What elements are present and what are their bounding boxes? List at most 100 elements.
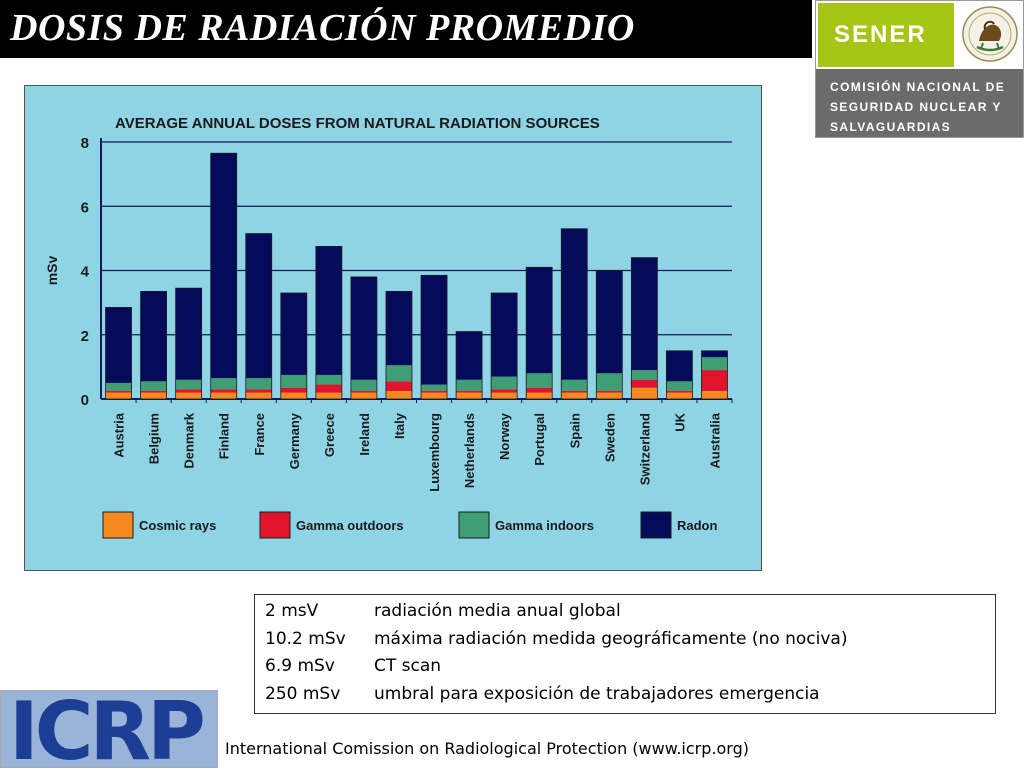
bar-segment (210, 153, 237, 379)
bar-segment (385, 381, 412, 391)
x-tick-label: Italy (392, 412, 407, 439)
y-tick-label: 2 (81, 328, 89, 345)
sener-brand: SENER (834, 21, 927, 48)
x-tick-label: Austria (112, 412, 127, 458)
org-line-1: COMISIÓN NACIONAL DE (830, 80, 1006, 94)
x-tick-label: Australia (707, 412, 722, 468)
info-box: 2 msV radiación media anual global 10.2 … (254, 594, 996, 714)
info-value: 10.2 mSv (265, 629, 346, 649)
bar-segment (596, 392, 623, 399)
bar-segment (456, 331, 483, 380)
x-tick-label: Spain (567, 413, 582, 448)
bar-segment (280, 374, 307, 388)
info-row: 2 msV radiación media anual global (265, 601, 621, 621)
y-axis-label: mSv (44, 256, 60, 286)
bar-outline (525, 266, 553, 400)
bar-segment (456, 390, 483, 393)
bar-segment (385, 291, 412, 366)
info-text: CT scan (374, 656, 442, 676)
bar-segment (491, 376, 518, 390)
bar-outline (315, 246, 343, 400)
legend-swatch (102, 511, 134, 539)
sener-org-name: COMISIÓN NACIONAL DE SEGURIDAD NUCLEAR Y… (830, 77, 1005, 137)
bar-segment (175, 379, 202, 390)
x-tick-label: Denmark (182, 412, 197, 468)
info-text: radiación media anual global (374, 601, 621, 621)
bar-segment (596, 390, 623, 393)
bar-segment (210, 378, 237, 390)
bar-outline (560, 228, 588, 400)
bar-segment (105, 390, 132, 393)
bar-segment (280, 387, 307, 393)
bar-segment (350, 392, 377, 399)
bar-segment (526, 387, 553, 393)
bar-segment (666, 392, 693, 399)
bar-segment (245, 378, 272, 390)
stacked-bar-chart: AVERAGE ANNUAL DOSES FROM NATURAL RADIAT… (44, 115, 733, 539)
bar-outline (490, 292, 518, 400)
icrp-wordmark: ICRP (9, 685, 206, 778)
chart-title: AVERAGE ANNUAL DOSES FROM NATURAL RADIAT… (115, 115, 600, 132)
x-tick-label: France (252, 413, 267, 456)
bar-segment (491, 392, 518, 399)
x-tick-label: Sweden (602, 413, 617, 462)
bar-segment (315, 384, 342, 393)
bar-segment (315, 392, 342, 399)
org-line-3: SALVAGUARDIAS (830, 120, 952, 134)
bar-segment (631, 370, 658, 380)
bar-segment (315, 374, 342, 385)
bar-outline (280, 292, 308, 400)
title-bar: DOSIS DE RADIACIÓN PROMEDIO (0, 0, 812, 58)
bar-segment (631, 387, 658, 399)
bar-segment (561, 228, 588, 380)
x-tick-label: Switzerland (637, 413, 652, 485)
info-value: 2 msV (265, 601, 319, 621)
bar-segment (140, 381, 167, 391)
bar-segment (666, 390, 693, 393)
bar-segment (456, 379, 483, 391)
x-tick-label: Germany (287, 412, 302, 469)
bar-outline (245, 233, 273, 400)
bar-segment (631, 379, 658, 388)
bar-segment (280, 292, 307, 375)
bar-segment (421, 384, 448, 391)
bar-segment (140, 291, 167, 382)
org-line-2: SEGURIDAD NUCLEAR Y (830, 100, 1002, 114)
info-value: 6.9 mSv (265, 656, 335, 676)
bar-segment (210, 392, 237, 399)
bar-segment (666, 381, 693, 391)
slide-title: DOSIS DE RADIACIÓN PROMEDIO (10, 7, 635, 49)
legend-swatch (259, 511, 291, 539)
bar-segment (105, 392, 132, 399)
x-tick-label: Luxembourg (427, 413, 442, 492)
bar-outline (175, 287, 203, 400)
bar-segment (175, 392, 202, 399)
bar-segment (701, 370, 728, 391)
x-tick-label: Finland (217, 413, 232, 459)
info-row: 250 mSv umbral para exposición de trabaj… (265, 684, 820, 704)
bar-segment (561, 392, 588, 399)
bar-outline (595, 270, 623, 400)
legend-label: Gamma outdoors (296, 518, 404, 533)
bar-segment (526, 373, 553, 388)
x-tick-label: UK (672, 412, 687, 431)
bar-outline (630, 257, 658, 400)
bar-segment (175, 288, 202, 380)
info-text: umbral para exposición de trabajadores e… (374, 684, 820, 704)
bar-outline (420, 274, 448, 400)
sener-logo: SENER COMISIÓN NACIONAL DE SEGURIDAD NUC… (815, 0, 1024, 138)
bar-segment (385, 365, 412, 382)
bar-segment (210, 389, 237, 393)
bar-segment (701, 350, 728, 358)
x-tick-label: Greece (322, 413, 337, 457)
bar-segment (526, 392, 553, 399)
bar-outline (350, 276, 378, 400)
bar-segment (421, 390, 448, 393)
mexico-seal-icon (962, 6, 1018, 62)
bar-segment (105, 382, 132, 391)
x-tick-label: Ireland (357, 413, 372, 456)
bar-segment (561, 390, 588, 393)
bar-outline (666, 350, 693, 400)
info-row: 10.2 mSv máxima radiación medida geográf… (265, 629, 848, 649)
footer-credit: International Comission on Radiological … (225, 739, 749, 758)
